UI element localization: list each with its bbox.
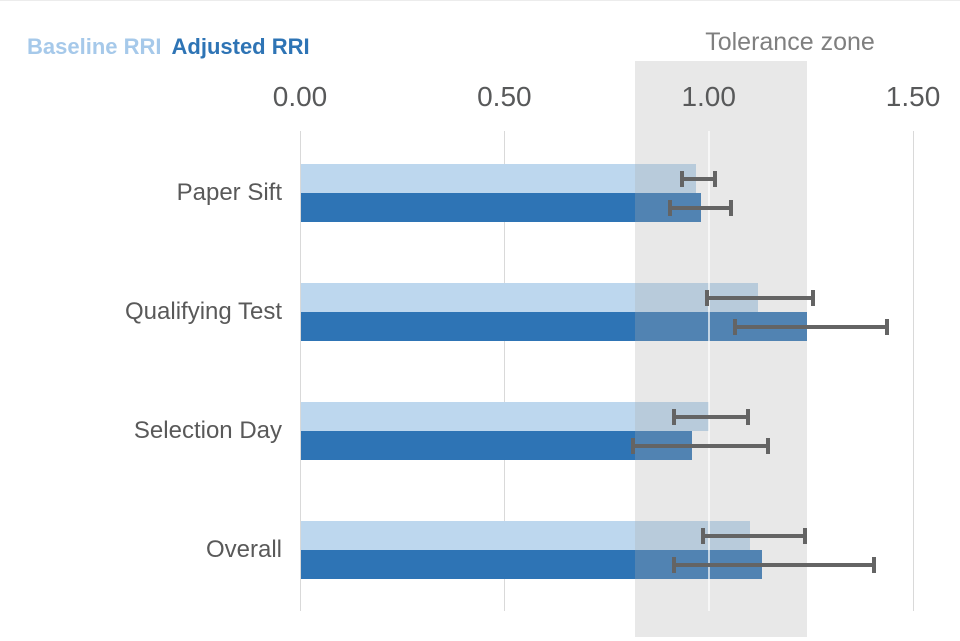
gridline-1.00 xyxy=(707,131,710,611)
error-bar-cap xyxy=(667,199,672,216)
tolerance-zone-label: Tolerance zone xyxy=(705,28,875,56)
error-bar-cap xyxy=(671,408,676,425)
bar-baseline xyxy=(301,521,750,550)
tolerance-zone-band xyxy=(635,61,807,637)
error-bar-line xyxy=(631,443,770,448)
x-tick-label: 0.50 xyxy=(477,81,532,112)
error-bar-cap xyxy=(680,170,685,187)
error-bar-baseline xyxy=(680,170,717,187)
error-bar-line xyxy=(671,414,750,419)
category-label: Qualifying Test xyxy=(125,298,282,325)
error-bar-baseline xyxy=(700,527,807,544)
error-bar-baseline xyxy=(671,408,750,425)
legend-item-baseline-rri: Baseline RRI xyxy=(27,34,162,59)
bar-baseline xyxy=(301,402,709,431)
error-bar-cap xyxy=(872,556,877,573)
legend-item-adjusted-rri: Adjusted RRI xyxy=(171,34,310,59)
error-bar-adjusted xyxy=(667,199,734,216)
x-tick-label: 1.00 xyxy=(681,81,736,112)
error-bar-cap xyxy=(704,289,709,306)
chart-legend: Baseline RRI Adjusted RRI xyxy=(27,34,320,60)
error-bar-line xyxy=(704,295,815,300)
error-bar-line xyxy=(667,205,734,210)
error-bar-adjusted xyxy=(671,556,877,573)
error-bar-cap xyxy=(810,289,815,306)
x-tick-label: 0.00 xyxy=(272,81,328,112)
bar-adjusted xyxy=(301,312,807,341)
error-bar-cap xyxy=(745,408,750,425)
gridline-0.00 xyxy=(300,131,301,611)
category-label: Paper Sift xyxy=(176,179,282,206)
error-bar-line xyxy=(671,562,877,567)
error-bar-line xyxy=(700,533,807,538)
bar-baseline xyxy=(301,283,758,312)
bar-baseline xyxy=(301,164,697,193)
error-bar-cap xyxy=(700,527,705,544)
category-label: Selection Day xyxy=(133,417,282,444)
bar-adjusted xyxy=(301,193,701,222)
error-bar-line xyxy=(733,324,889,329)
gridline-1.50 xyxy=(913,131,915,611)
category-label: Overall xyxy=(205,536,282,563)
error-bar-cap xyxy=(884,318,889,335)
error-bar-adjusted xyxy=(733,318,889,335)
bar-adjusted xyxy=(301,431,693,460)
error-bar-adjusted xyxy=(631,437,770,454)
error-bar-baseline xyxy=(704,289,815,306)
error-bar-line xyxy=(680,176,717,181)
error-bar-cap xyxy=(733,318,738,335)
error-bar-cap xyxy=(712,170,717,187)
error-bar-cap xyxy=(802,527,807,544)
error-bar-cap xyxy=(671,556,676,573)
gridline-0.50 xyxy=(504,131,506,611)
error-bar-cap xyxy=(631,437,636,454)
error-bar-cap xyxy=(766,437,770,454)
x-tick-label: 1.50 xyxy=(885,81,941,112)
error-bar-cap xyxy=(729,199,734,216)
